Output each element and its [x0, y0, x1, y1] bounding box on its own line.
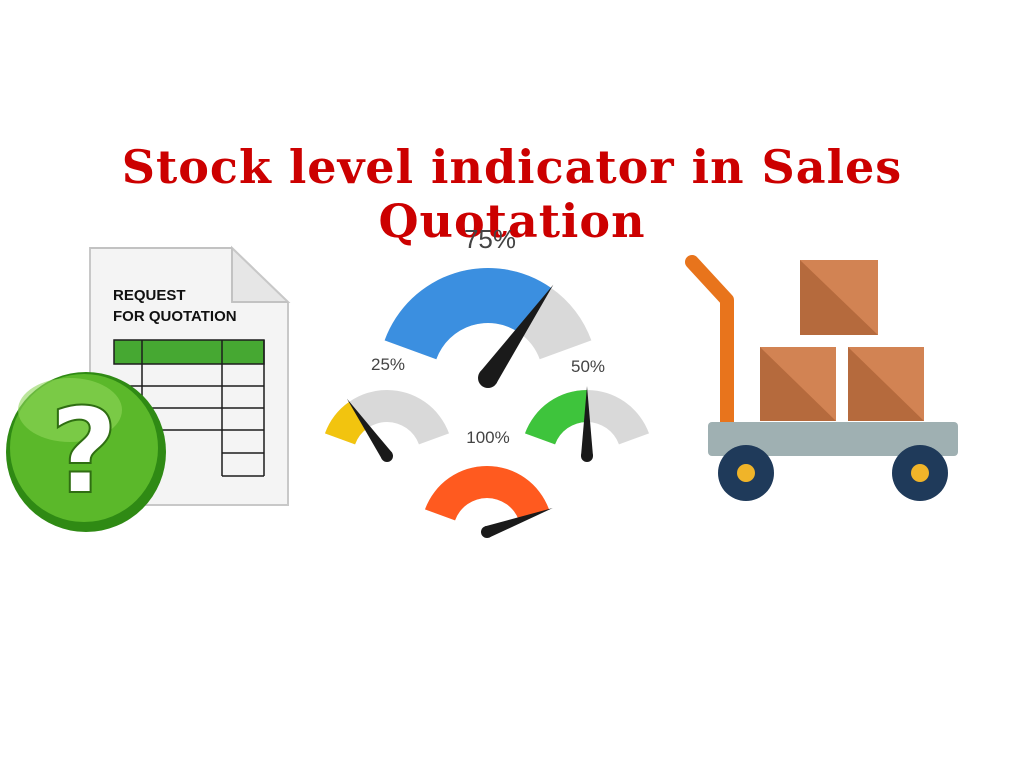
gauge-75-needle — [479, 284, 554, 384]
wheel-right — [892, 445, 948, 501]
gauge-label-50: 50% — [570, 357, 606, 376]
svg-text:?: ? — [50, 382, 118, 520]
gauge-25 — [324, 390, 450, 462]
gauge-25-hub — [381, 450, 393, 462]
gauge-75-fill — [384, 268, 552, 360]
cart-deck — [708, 422, 958, 456]
gauge-50-track — [524, 390, 650, 445]
document-heading-line2: FOR QUOTATION — [113, 308, 237, 325]
cart-handle — [685, 255, 734, 429]
document-heading-line1: REQUEST — [113, 287, 186, 304]
gauge-75-hub — [478, 368, 498, 388]
box-left — [760, 347, 836, 421]
gauge-25-needle — [346, 398, 392, 460]
gauge-25-fill — [324, 401, 368, 445]
wheel-left — [718, 445, 774, 501]
box-right — [848, 347, 924, 421]
gauge-75-track — [384, 268, 592, 360]
gauge-50-needle — [581, 386, 593, 456]
gauge-label-25: 25% — [370, 355, 406, 374]
gauge-100-needle — [484, 508, 553, 538]
gauge-100-hub — [481, 526, 493, 538]
gauge-100 — [424, 466, 553, 538]
gauge-100-fill — [424, 466, 550, 521]
gauge-label-100: 100% — [466, 428, 510, 447]
gauge-50 — [524, 386, 650, 462]
box-top — [800, 260, 878, 335]
gauge-label-75: 75% — [463, 224, 517, 254]
gauge-25-track — [324, 390, 450, 445]
page-title: Stock level indicator in Sales Quotation — [121, 140, 903, 248]
document-heading: REQUEST FOR QUOTATION — [113, 285, 237, 327]
gauge-50-hub — [581, 450, 593, 462]
gauge-50-fill — [524, 390, 587, 445]
gauge-100-track — [424, 466, 550, 521]
question-mark-icon: ? — [6, 372, 166, 532]
document-table — [113, 339, 265, 477]
